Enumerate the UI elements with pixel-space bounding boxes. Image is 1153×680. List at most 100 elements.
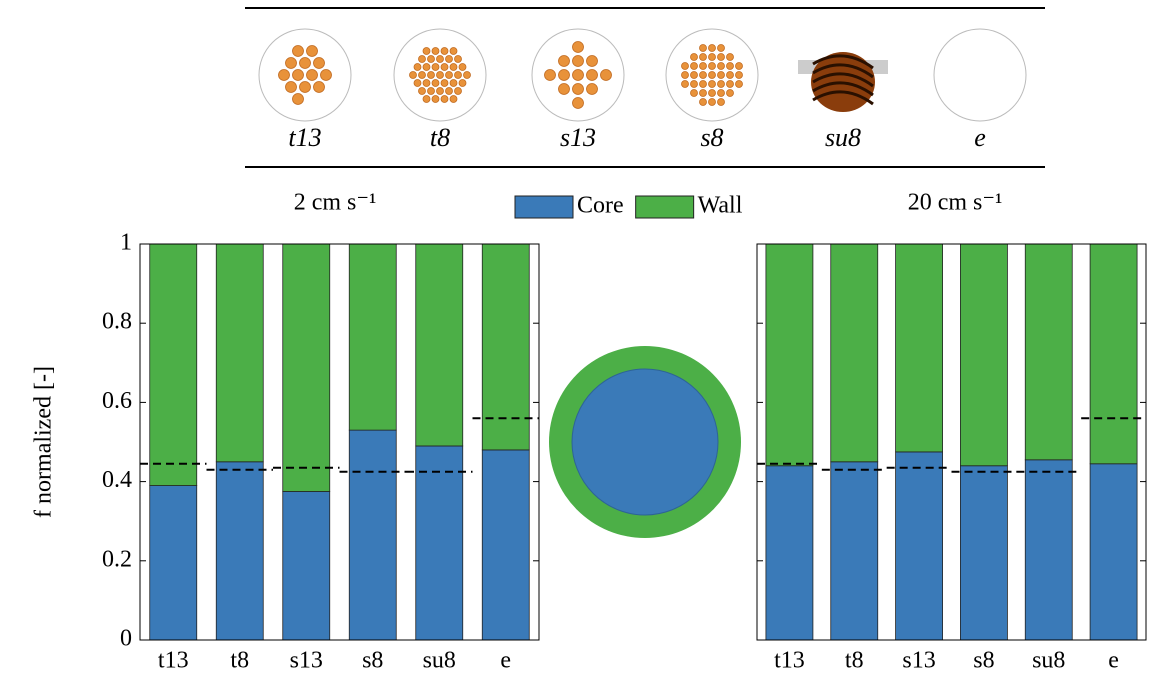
- icon-swirl: [812, 90, 874, 106]
- rod: [558, 83, 570, 95]
- rod: [449, 79, 458, 87]
- rod: [717, 62, 725, 70]
- x-tick-label: s13: [902, 648, 935, 674]
- rod: [320, 69, 332, 81]
- subtitle: 2 cm s⁻¹: [294, 190, 377, 216]
- y-tick-label: 0.2: [102, 546, 132, 572]
- plot-frame: [139, 243, 540, 641]
- rod: [690, 62, 698, 70]
- rod: [449, 95, 458, 103]
- header-label: su8: [825, 123, 861, 152]
- rod: [717, 44, 725, 52]
- rod: [418, 71, 426, 79]
- bar-segment: [1089, 463, 1138, 641]
- rod: [285, 57, 297, 69]
- rod: [427, 71, 435, 79]
- rod: [285, 81, 297, 93]
- bar-segment: [1024, 459, 1073, 641]
- rod: [726, 53, 734, 61]
- rod: [690, 89, 698, 97]
- y-tick-label: 0.8: [102, 309, 132, 335]
- bar-segment: [960, 243, 1008, 467]
- x-tick-label: t13: [158, 648, 189, 674]
- bar-segment: [895, 451, 943, 641]
- y-tick-label: 0.4: [102, 467, 132, 493]
- bar-segment: [830, 461, 879, 641]
- rod: [708, 53, 716, 61]
- rod: [708, 89, 716, 97]
- rod: [558, 69, 570, 81]
- bar-segment: [1024, 243, 1073, 461]
- rod: [449, 47, 458, 55]
- rod: [449, 63, 458, 71]
- rod: [699, 44, 707, 52]
- rod: [454, 55, 462, 63]
- rod: [313, 57, 325, 69]
- header-label: s8: [700, 123, 723, 152]
- header-label: s13: [560, 123, 596, 152]
- bar-segment: [765, 465, 814, 641]
- rod: [409, 71, 417, 79]
- rod: [690, 80, 698, 88]
- rod: [600, 69, 612, 81]
- rod: [699, 53, 707, 61]
- rod: [431, 63, 440, 71]
- x-tick-label: t8: [230, 648, 249, 674]
- rod: [726, 89, 734, 97]
- x-tick-label: t8: [845, 648, 864, 674]
- rod: [726, 80, 734, 88]
- rod: [544, 69, 556, 81]
- rod: [422, 63, 431, 71]
- plot-frame: [756, 243, 1147, 641]
- icon-outline: [258, 28, 352, 122]
- x-tick-label: e: [1108, 648, 1119, 674]
- rod: [708, 80, 716, 88]
- rod: [717, 98, 725, 106]
- y-tick-label: 1: [120, 230, 132, 256]
- bar-segment: [481, 449, 530, 641]
- bar-segment: [149, 243, 198, 486]
- rod: [699, 80, 707, 88]
- bar-segment: [415, 243, 464, 447]
- rod: [292, 93, 304, 105]
- rod: [572, 97, 584, 109]
- rod: [436, 87, 444, 95]
- rod: [418, 55, 426, 63]
- rod: [735, 80, 743, 88]
- rod: [681, 71, 689, 79]
- rod: [681, 80, 689, 88]
- rod: [445, 71, 453, 79]
- rod: [572, 41, 584, 53]
- legend-swatch: [514, 195, 574, 219]
- icon-swirl: [812, 72, 874, 88]
- x-tick-label: s8: [973, 648, 994, 674]
- rod: [586, 69, 598, 81]
- bar-segment: [895, 243, 943, 453]
- rod: [306, 69, 318, 81]
- rod: [572, 83, 584, 95]
- x-tick-label: s8: [362, 648, 383, 674]
- bar-segment: [282, 491, 331, 641]
- rod: [427, 55, 435, 63]
- rod: [445, 87, 453, 95]
- rod: [586, 83, 598, 95]
- bar-segment: [282, 243, 331, 492]
- x-tick-label: e: [500, 648, 511, 674]
- bar-segment: [960, 465, 1008, 641]
- rod: [458, 63, 467, 71]
- bar-segment: [348, 429, 397, 641]
- legend-label: Core: [577, 193, 624, 219]
- rod: [717, 80, 725, 88]
- rod: [708, 98, 716, 106]
- rod: [427, 87, 435, 95]
- rod: [422, 47, 431, 55]
- bar-segment: [149, 485, 198, 641]
- rod: [431, 79, 440, 87]
- y-tick-label: 0: [120, 626, 132, 652]
- rod: [558, 55, 570, 67]
- cross-section: [549, 346, 741, 538]
- icon-swirl: [812, 54, 874, 70]
- x-tick-label: su8: [423, 648, 456, 674]
- rod: [717, 53, 725, 61]
